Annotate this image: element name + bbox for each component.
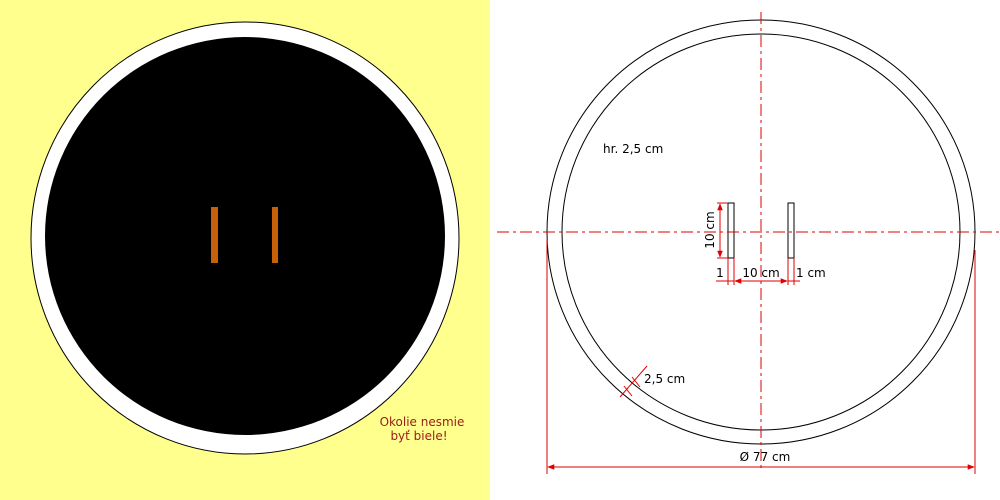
preview-slot-left: [211, 207, 218, 263]
slot-left: [727, 202, 735, 259]
preview-slot-right: [272, 207, 278, 263]
preview-disc: [45, 37, 445, 435]
ring-width-tick-a: [623, 385, 633, 397]
preview-note-line1: Okolie nesmie: [380, 415, 465, 429]
center-lines: [497, 12, 1000, 470]
preview-note-line2: byť biele!: [390, 429, 447, 443]
slot-right: [787, 202, 795, 259]
ring-width-label: 2,5 cm: [644, 372, 685, 386]
slot-height-label: 10 cm: [703, 211, 717, 248]
drawing-panel: [490, 0, 1000, 500]
ring-width-tick-b: [631, 376, 641, 388]
ring-width-dimension: [619, 365, 648, 398]
dimensions: [546, 202, 976, 474]
slot-gap-label: 10 cm: [742, 266, 779, 280]
slot-width-right-label: 1 cm: [796, 266, 826, 280]
thickness-label: hr. 2,5 cm: [603, 142, 663, 156]
diameter-label: Ø 77 cm: [740, 450, 791, 464]
preview-target: [30, 21, 460, 455]
slot-width-left-label: 1: [716, 266, 724, 280]
